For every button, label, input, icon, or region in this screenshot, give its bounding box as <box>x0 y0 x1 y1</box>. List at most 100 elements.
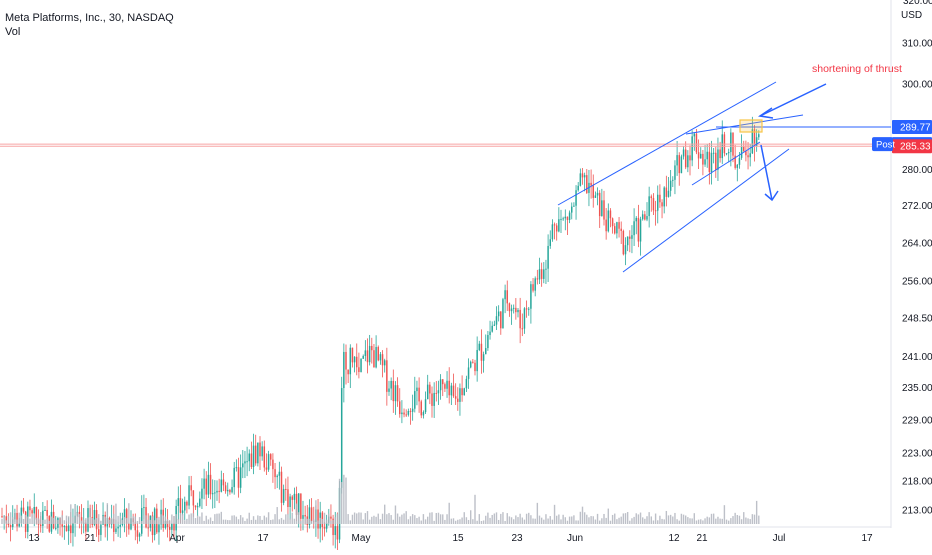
volume-indicator-label[interactable]: Vol <box>5 26 21 38</box>
volume-bar <box>685 515 687 524</box>
down-arrow-head[interactable] <box>764 190 779 202</box>
volume-bar <box>614 513 616 524</box>
thrust-arrow-line[interactable] <box>759 83 827 117</box>
down-arrow-line[interactable] <box>760 144 773 201</box>
volume-bar <box>52 517 55 524</box>
volume-bar <box>736 514 738 524</box>
candle-body <box>394 385 397 402</box>
volume-bar <box>250 519 253 524</box>
candle-body <box>751 129 754 154</box>
y-tick-label: 229.00 <box>902 415 932 426</box>
volume-bar <box>590 516 592 524</box>
candle-body <box>35 506 38 520</box>
candle-body <box>439 379 442 391</box>
volume-bar <box>371 516 373 524</box>
volume-bar <box>72 517 74 524</box>
candle-body <box>661 202 663 207</box>
candle-body <box>231 487 233 493</box>
candle-body <box>667 190 670 197</box>
candle-body <box>353 356 356 363</box>
volume-bar <box>596 513 599 524</box>
volume-bar <box>674 512 676 524</box>
candle-body <box>553 224 556 226</box>
volume-bar <box>712 513 715 524</box>
volume-bar <box>740 519 743 524</box>
candle-body <box>551 224 554 240</box>
symbol-title[interactable]: Meta Platforms, Inc., 30, NASDAQ <box>5 12 174 24</box>
candle-body <box>267 454 270 470</box>
volume-bar <box>24 514 27 524</box>
candle-body <box>181 510 184 513</box>
candle-body <box>190 485 192 491</box>
volume-bar <box>306 518 308 524</box>
candle-body <box>571 206 573 213</box>
volume-bar <box>435 513 437 524</box>
candle-body <box>184 501 186 511</box>
candle-body <box>626 236 629 246</box>
volume-bar <box>409 516 412 524</box>
volume-bar <box>1 518 3 524</box>
volume-bar <box>573 515 575 524</box>
x-tick-label: Jul <box>773 533 786 544</box>
candle-body <box>65 525 68 532</box>
candle-body <box>336 526 339 540</box>
volume-bar <box>227 520 229 524</box>
candle-body <box>46 509 48 516</box>
y-tick-label: 218.00 <box>902 477 932 488</box>
volume-bar <box>171 514 173 524</box>
volume-bar <box>734 512 736 524</box>
candle-body <box>622 230 625 255</box>
volume-bar <box>556 515 558 524</box>
volume-bar <box>560 519 562 524</box>
volume-bar <box>459 519 461 524</box>
upper-trendline[interactable] <box>557 81 777 206</box>
candle-body <box>700 153 702 159</box>
volume-bar <box>42 519 44 524</box>
candle-body <box>577 185 579 191</box>
candle-body <box>420 401 422 416</box>
volume-bar <box>108 519 111 524</box>
volume-bar <box>429 512 431 524</box>
volume-bar <box>637 514 640 524</box>
volume-bar <box>78 513 81 524</box>
x-tick-label: Apr <box>169 533 185 544</box>
volume-bar <box>190 513 192 524</box>
volume-bar <box>362 519 364 524</box>
candle-body <box>205 478 207 495</box>
volume-bar <box>280 517 283 524</box>
lower-trendline[interactable] <box>622 148 790 273</box>
volume-bar <box>659 515 661 524</box>
volume-bar <box>732 516 734 524</box>
volume-bar <box>470 510 472 524</box>
candle-body <box>409 410 412 412</box>
candle-body <box>558 219 560 232</box>
candle-body <box>680 156 683 174</box>
wedge-upper-line[interactable] <box>685 114 804 135</box>
volume-bar <box>390 515 392 524</box>
volume-bar <box>521 517 523 524</box>
volume-bar <box>113 513 115 524</box>
candle-body <box>663 187 665 207</box>
highlight-box[interactable] <box>739 119 763 133</box>
volume-bar <box>452 518 455 524</box>
thrust-note-label[interactable]: shortening of thrust <box>812 63 902 75</box>
candle-body <box>521 328 524 330</box>
candle-body <box>201 488 203 499</box>
volume-bar <box>347 514 349 524</box>
volume-bar <box>201 512 203 524</box>
candle-body <box>7 523 10 526</box>
volume-bar <box>599 520 601 524</box>
candle-body <box>194 505 197 508</box>
volume-bar <box>276 507 278 524</box>
high-price-tag: 289.77 <box>900 122 931 133</box>
volume-bar <box>381 513 384 524</box>
volume-bar <box>98 514 100 524</box>
volume-bar <box>3 515 5 524</box>
candle-body <box>383 360 386 366</box>
candle-body <box>379 354 382 361</box>
wedge-lower-line[interactable] <box>691 141 761 186</box>
thrust-arrow-head[interactable] <box>757 107 774 119</box>
candle-body <box>360 358 362 373</box>
